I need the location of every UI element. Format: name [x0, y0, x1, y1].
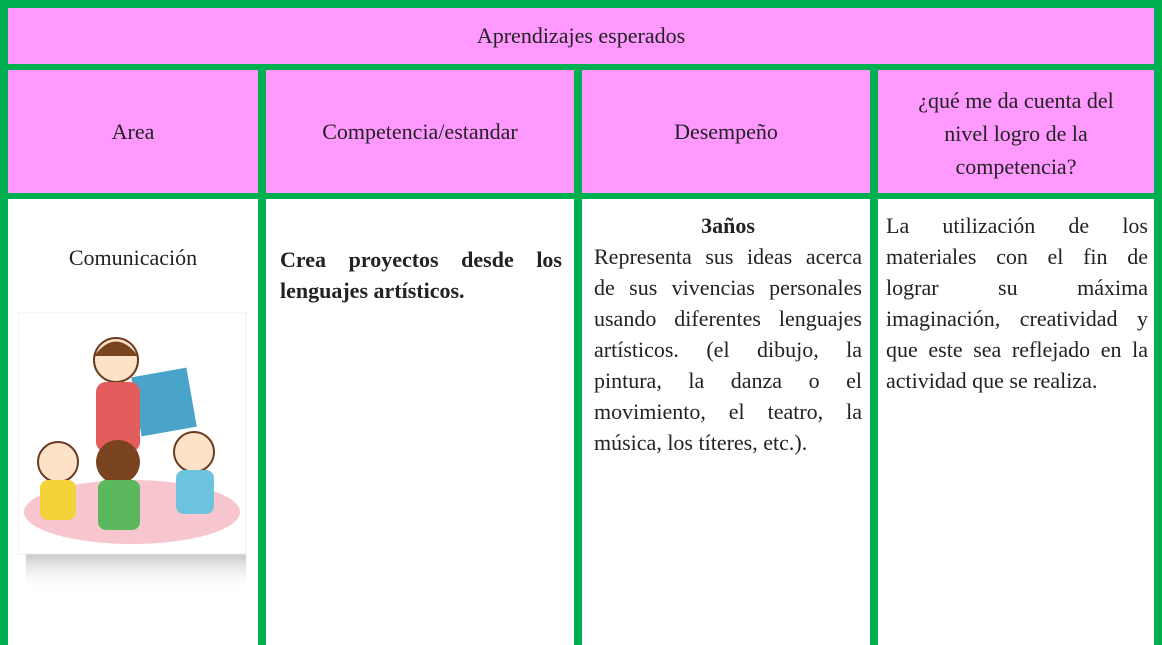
- border: [574, 64, 582, 645]
- illustration: [18, 312, 247, 592]
- border: [870, 64, 878, 645]
- header: Desempeño: [674, 119, 778, 144]
- border: [0, 0, 8, 645]
- evidencia-cell: La utilización de los materiales con el …: [886, 213, 1148, 393]
- desempeno-heading: 3años: [701, 213, 755, 238]
- border: [1154, 0, 1162, 645]
- desempeno-cell: Representa sus ideas acerca de sus viven…: [594, 244, 862, 455]
- title-row: [8, 8, 1154, 64]
- competencia-cell: Crea proyectos desde los lenguajes artís…: [280, 247, 562, 303]
- table-title: Aprendizajes esperados: [476, 23, 686, 48]
- border: [258, 64, 266, 645]
- header: ¿qué me da cuenta del nivel logro de la …: [918, 88, 1114, 179]
- area-cell: Comunicación: [68, 245, 198, 270]
- header: Competencia/estandar: [322, 119, 518, 144]
- border: [0, 0, 1162, 8]
- header: Area: [111, 119, 155, 144]
